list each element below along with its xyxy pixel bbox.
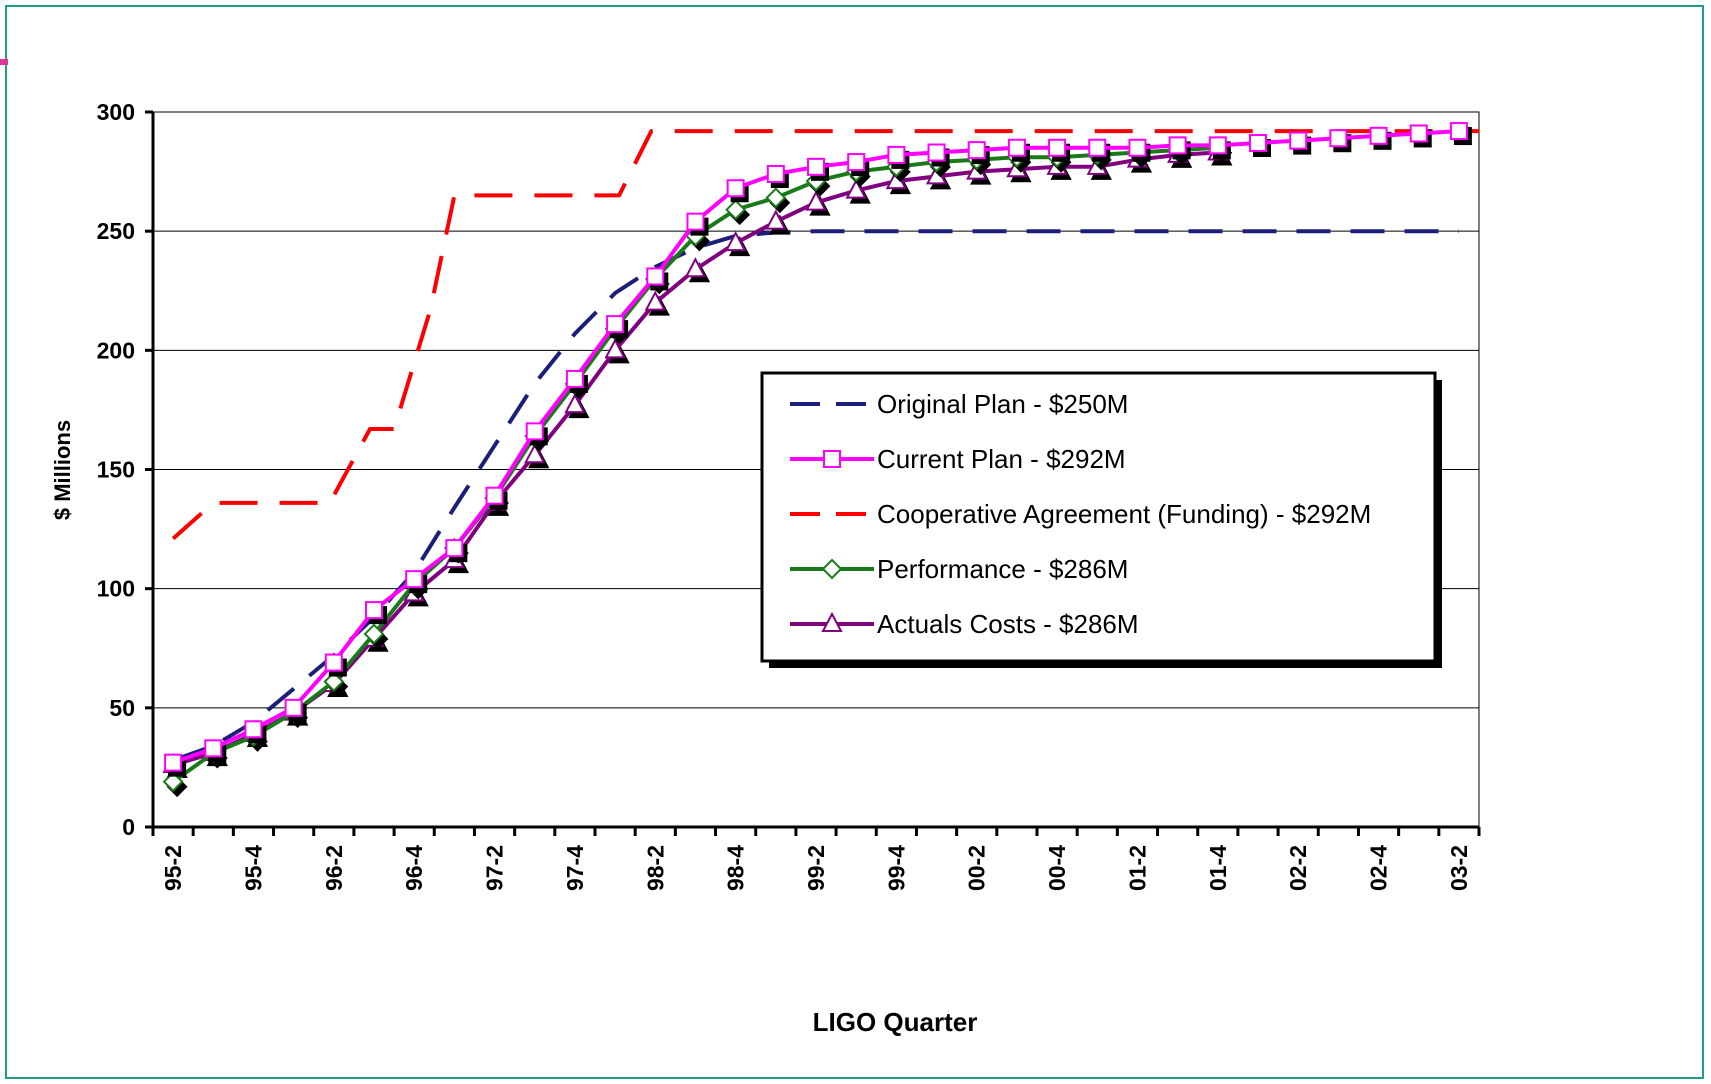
legend-entry: Actuals Costs - $286M bbox=[790, 609, 1139, 639]
data-point-square bbox=[1007, 138, 1026, 157]
data-point-triangle bbox=[765, 209, 787, 230]
x-tick-label: 02-4 bbox=[1366, 845, 1392, 891]
x-tick-label: 95-4 bbox=[240, 845, 266, 891]
legend-entry: Cooperative Agreement (Funding) - $292M bbox=[790, 499, 1371, 529]
series-line bbox=[172, 229, 1459, 763]
data-point-square bbox=[365, 601, 383, 620]
x-tick-label: 98-2 bbox=[642, 845, 668, 891]
slide-frame bbox=[5, 5, 1704, 1079]
legend-entry: Current Plan - $292M bbox=[790, 444, 1126, 474]
data-point-square bbox=[606, 315, 625, 334]
data-point-square bbox=[807, 157, 825, 176]
y-tick-label: 0 bbox=[122, 814, 135, 840]
data-point-square bbox=[726, 179, 745, 198]
data-point-square bbox=[485, 486, 504, 505]
data-point-square bbox=[1249, 133, 1267, 152]
x-tick-label: 02-2 bbox=[1285, 845, 1311, 891]
data-point-triangle bbox=[821, 611, 843, 632]
legend: Original Plan - $250M Current Plan - $292… bbox=[760, 371, 1442, 668]
y-tick-label: 300 bbox=[97, 99, 135, 125]
x-tick-label: 01-4 bbox=[1205, 845, 1231, 891]
data-point-square bbox=[1369, 126, 1388, 145]
data-point-square bbox=[1168, 136, 1187, 155]
data-point-diamond bbox=[363, 623, 385, 645]
series-1 bbox=[164, 122, 1472, 777]
data-point-triangle bbox=[564, 393, 586, 414]
data-point-triangle bbox=[644, 290, 666, 311]
data-point-triangle bbox=[724, 230, 747, 252]
legend-label: Cooperative Agreement (Funding) - $292M bbox=[877, 499, 1371, 529]
data-point-triangle bbox=[845, 178, 867, 199]
axes: 0 50 100 150 200 250 300 95-2 95-4 96-2 96-4 97-2 97… bbox=[97, 99, 1481, 891]
data-point-square bbox=[324, 653, 343, 672]
data-point-square bbox=[887, 145, 906, 164]
data-point-square bbox=[967, 141, 986, 160]
y-tick-label: 250 bbox=[97, 218, 135, 244]
data-point-square bbox=[405, 570, 424, 589]
data-point-square bbox=[204, 739, 223, 758]
data-point-triangle bbox=[524, 443, 546, 464]
y-tick-label: 100 bbox=[97, 576, 135, 602]
x-axis-label: LIGO Quarter bbox=[813, 1007, 978, 1037]
data-point-diamond bbox=[323, 671, 345, 693]
legend-entry: Original Plan - $250M bbox=[790, 389, 1128, 419]
x-tick-label: 96-2 bbox=[321, 845, 347, 891]
data-point-square bbox=[927, 143, 946, 162]
x-tick-label: 95-2 bbox=[160, 845, 186, 891]
data-point-square bbox=[284, 698, 303, 717]
data-point-square bbox=[244, 720, 263, 739]
series-lines bbox=[162, 122, 1479, 798]
data-point-square bbox=[823, 450, 841, 468]
data-point-diamond bbox=[765, 187, 787, 209]
x-tick-label: 97-4 bbox=[562, 845, 588, 891]
series-4 bbox=[162, 140, 1233, 779]
data-point-square bbox=[1048, 138, 1067, 157]
x-tick-label: 97-2 bbox=[482, 845, 508, 891]
legend-label: Actuals Costs - $286M bbox=[877, 609, 1139, 639]
legend-label: Current Plan - $292M bbox=[877, 444, 1126, 474]
data-point-diamond bbox=[821, 558, 843, 580]
x-tick-label: 99-4 bbox=[883, 845, 909, 891]
data-point-square bbox=[445, 539, 464, 558]
series-0 bbox=[172, 229, 1459, 763]
data-point-square bbox=[1088, 138, 1107, 157]
data-point-square bbox=[1289, 131, 1308, 150]
data-point-triangle bbox=[805, 190, 827, 211]
legend-box bbox=[760, 371, 1437, 663]
data-point-square bbox=[1449, 122, 1468, 141]
x-tick-label: 98-4 bbox=[723, 845, 749, 891]
x-tick-label: 00-2 bbox=[964, 845, 990, 891]
data-point-square bbox=[1128, 138, 1147, 157]
x-tick-label: 01-2 bbox=[1124, 845, 1150, 891]
data-point-square bbox=[646, 267, 665, 286]
data-point-square bbox=[565, 369, 584, 388]
data-point-diamond bbox=[725, 199, 747, 221]
data-point-square bbox=[847, 153, 866, 172]
x-tick-label: 99-2 bbox=[803, 845, 829, 891]
legend-label: Performance - $286M bbox=[877, 554, 1128, 584]
legend-entry: Performance - $286M bbox=[790, 554, 1128, 584]
data-point-triangle bbox=[684, 257, 707, 278]
series-line bbox=[171, 129, 1479, 541]
x-tick-label: 96-4 bbox=[401, 845, 427, 891]
x-tick-label: 03-2 bbox=[1446, 845, 1472, 891]
slide-accent-mark bbox=[0, 59, 8, 65]
data-point-square bbox=[164, 753, 183, 772]
data-point-square bbox=[686, 212, 705, 231]
y-tick-label: 200 bbox=[97, 337, 135, 363]
y-tick-label: 150 bbox=[97, 457, 135, 483]
data-point-square bbox=[525, 422, 544, 441]
series-2 bbox=[171, 129, 1479, 541]
data-point-square bbox=[1208, 136, 1227, 155]
data-point-diamond bbox=[162, 771, 184, 793]
data-point-square bbox=[1329, 129, 1348, 148]
y-tick-label: 50 bbox=[109, 695, 135, 721]
data-point-square bbox=[1409, 124, 1428, 143]
x-tick-label: 00-4 bbox=[1044, 845, 1070, 891]
data-point-square bbox=[766, 164, 785, 183]
data-point-triangle bbox=[604, 338, 626, 359]
legend-label: Original Plan - $250M bbox=[877, 389, 1128, 419]
y-axis-label: $ Millions bbox=[50, 420, 75, 520]
